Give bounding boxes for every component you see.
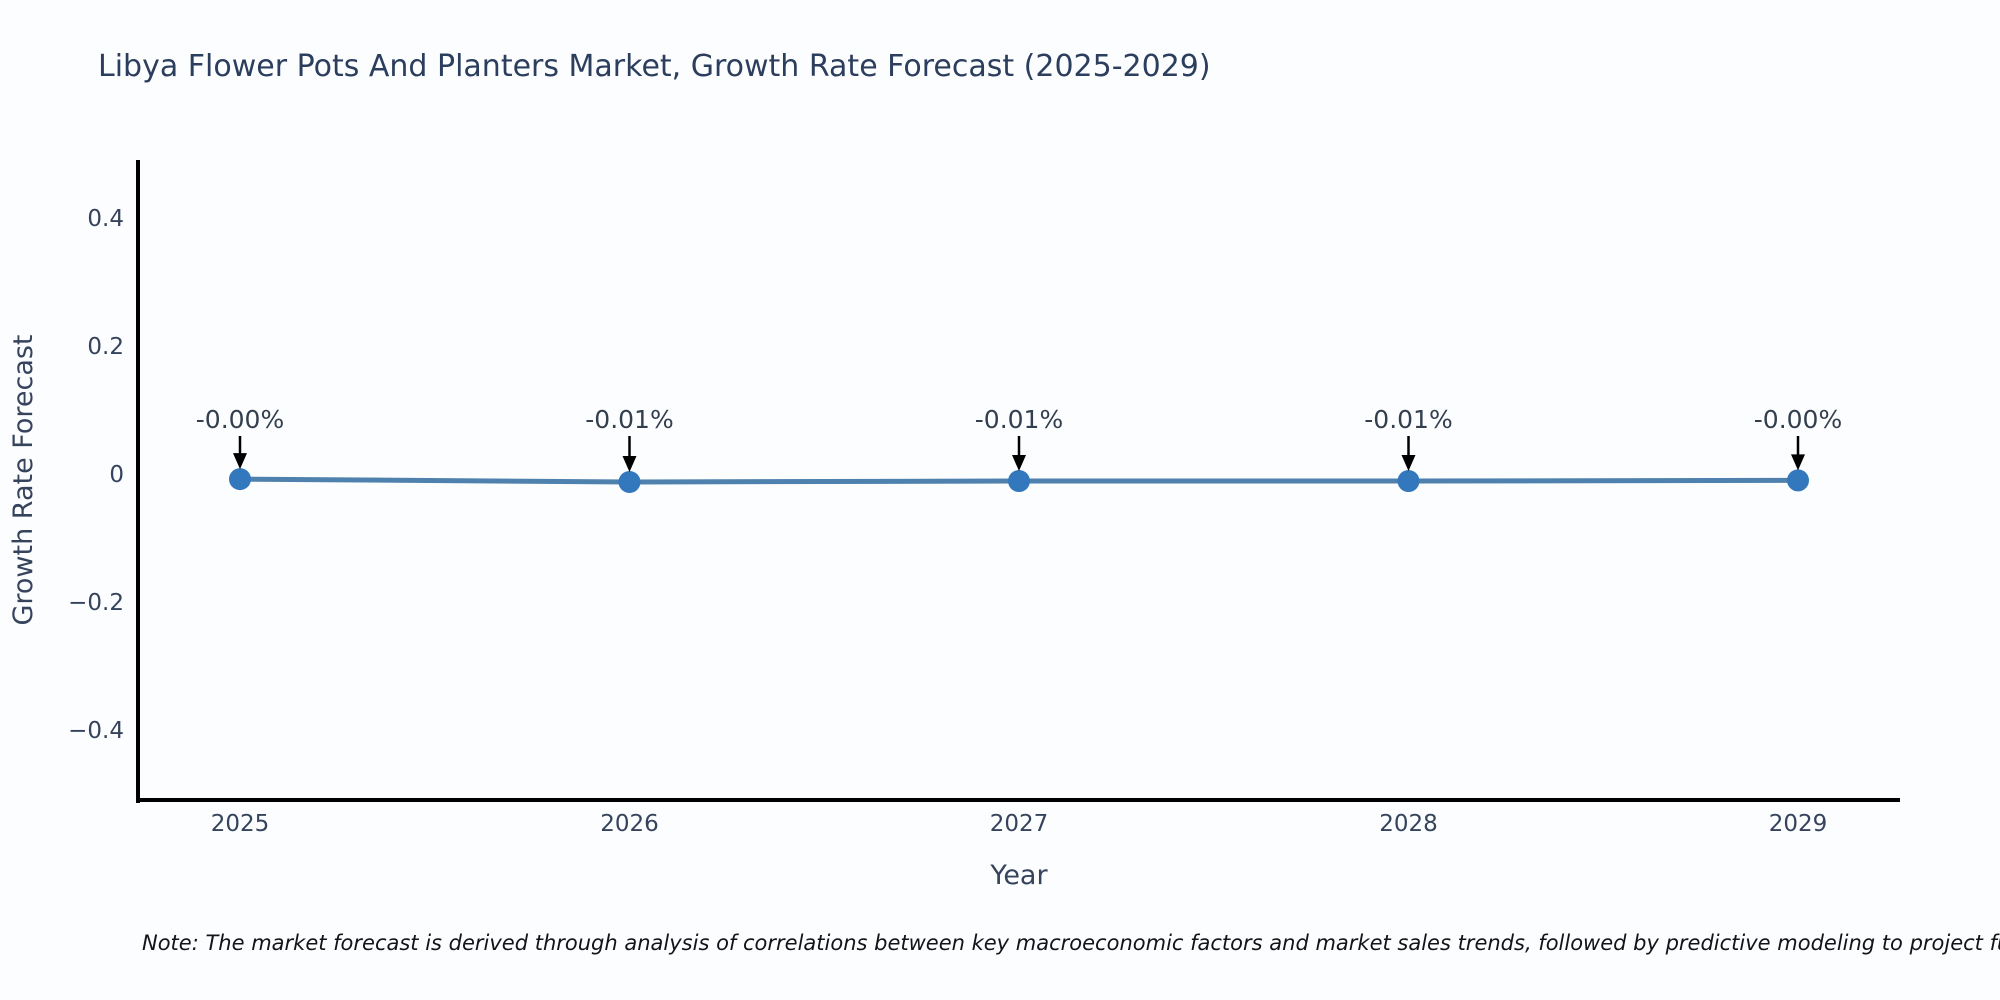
chart-note: Note: The market forecast is derived thr… [142,931,2000,955]
data-point-marker [229,468,251,491]
annotation-arrowhead [1012,455,1026,472]
annotation-arrowhead [233,453,247,470]
x-tick-label: 2028 [1379,811,1438,837]
y-tick-label: −0.2 [68,590,124,616]
point-label: -0.00% [1754,405,1842,434]
annotation-arrowhead [1401,455,1416,472]
data-point-marker [618,471,641,493]
annotation-arrowhead [622,456,637,472]
point-label: -0.00% [196,405,284,434]
chart-title: Libya Flower Pots And Planters Market, G… [98,49,1211,84]
x-tick-label: 2026 [600,811,659,837]
data-point-marker [1397,470,1420,493]
x-tick-label: 2029 [1769,811,1828,837]
data-point-marker [1008,470,1030,493]
x-axis-title: Year [989,860,1048,891]
data-point-marker [1787,469,1809,492]
x-tick-label: 2027 [990,811,1049,837]
y-tick-label: 0.4 [87,206,124,232]
annotation-arrowhead [1791,454,1805,471]
y-axis-spine [136,160,140,803]
y-tick-label: 0 [109,462,124,488]
point-label: -0.01% [975,405,1063,434]
x-axis-spine [136,798,1900,802]
point-label: -0.01% [1364,405,1452,434]
point-label: -0.01% [585,405,673,434]
y-tick-label: −0.4 [68,718,124,744]
y-axis-title: Growth Rate Forecast [8,334,39,625]
x-tick-label: 2025 [211,811,270,837]
y-tick-label: 0.2 [87,334,124,360]
